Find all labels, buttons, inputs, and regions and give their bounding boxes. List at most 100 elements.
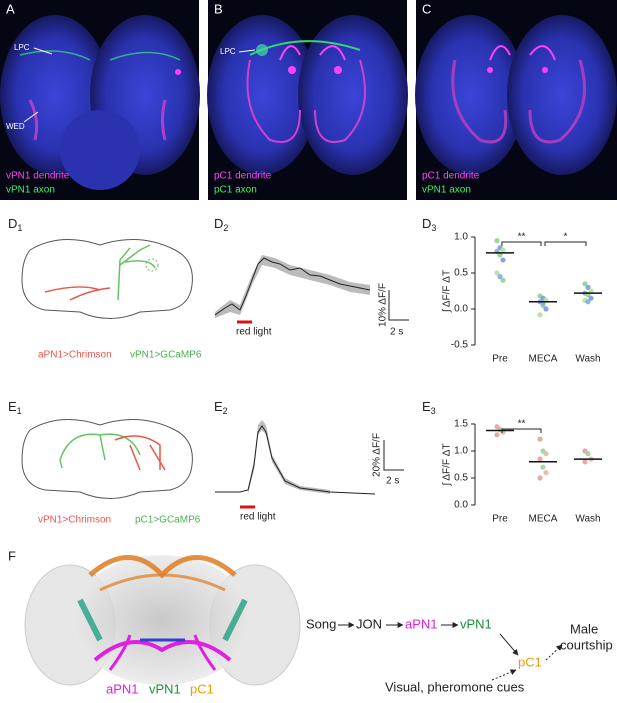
data-point xyxy=(537,312,543,318)
data-point xyxy=(494,238,500,244)
y-axis-label: ∫ ΔF/F ΔT xyxy=(442,270,453,313)
scale-bar xyxy=(383,440,404,471)
trace xyxy=(215,425,376,495)
data-point xyxy=(497,274,503,280)
y-tick-label: 0.5 xyxy=(454,473,468,484)
panel-sub: 3 xyxy=(431,406,436,416)
panel-label: E1 xyxy=(8,399,22,416)
legend-item: vPN1 dendrite xyxy=(6,171,70,182)
data-point xyxy=(537,475,543,481)
x-tick-label: MECA xyxy=(529,354,558,365)
data-point xyxy=(500,257,506,263)
flow-node: JON xyxy=(356,616,382,631)
y-tick-label: 1.5 xyxy=(454,419,468,430)
panel-label: E2 xyxy=(214,399,228,416)
significance-bracket xyxy=(544,241,587,246)
x-tick-label: Pre xyxy=(492,514,508,525)
panel-label: B xyxy=(214,1,223,16)
panel-letter: D xyxy=(422,216,431,231)
data-point xyxy=(588,295,594,301)
y-tick-label: -0.5 xyxy=(451,340,469,351)
y-tick-label: 0.5 xyxy=(454,268,468,279)
legend-item: pC1 axon xyxy=(214,185,257,196)
data-point xyxy=(543,451,549,457)
stimulus-label: red light xyxy=(236,327,272,338)
roi xyxy=(145,258,159,272)
panel-c-image xyxy=(415,0,617,200)
y-tick-label: 1.0 xyxy=(454,446,468,457)
y-tick-label: 1.0 xyxy=(454,232,468,243)
legend-item: pC1 dendrite xyxy=(214,171,272,182)
x-tick-label: Wash xyxy=(575,514,600,525)
scale-bar xyxy=(388,290,409,321)
legend-item: vPN1 xyxy=(149,681,181,696)
genotype: pC1>GCaMP6 xyxy=(135,515,201,526)
data-point xyxy=(537,436,543,442)
data-point xyxy=(543,306,549,312)
genotype: vPN1>Chrimson xyxy=(38,515,111,526)
genotype: vPN1>GCaMP6 xyxy=(130,350,202,361)
annotation: WED xyxy=(6,122,25,131)
significance-label: * xyxy=(564,232,568,243)
significance-label: ** xyxy=(518,419,526,430)
significance-label: ** xyxy=(518,232,526,243)
flow-node: Visual, pheromone cues xyxy=(385,679,525,694)
legend-item: aPN1 xyxy=(106,681,139,696)
flow-node: Male xyxy=(570,621,598,636)
panel-sub: 3 xyxy=(431,223,436,233)
x-tick-label: MECA xyxy=(529,514,558,525)
trace-band xyxy=(248,420,330,494)
data-point xyxy=(588,288,594,294)
trace xyxy=(214,257,371,316)
flow-node: vPN1 xyxy=(460,616,492,631)
y-tick-label: 0.0 xyxy=(454,500,468,511)
legend-item: vPN1 axon xyxy=(6,185,55,196)
legend-item: pC1 xyxy=(190,681,214,696)
data-point xyxy=(494,432,500,438)
brain-outline xyxy=(21,239,193,319)
annotation: LPC xyxy=(14,43,30,52)
brain-render xyxy=(24,555,301,686)
flow-node: Song xyxy=(306,616,336,631)
y-axis-label: ∫ ΔF/F ΔT xyxy=(442,443,453,486)
data-point xyxy=(494,270,500,276)
panel-label: D3 xyxy=(422,216,436,233)
scale-y: 10% ΔF/F xyxy=(378,283,389,327)
legend-item: vPN1 axon xyxy=(422,185,471,196)
scale-y: 20% ΔF/F xyxy=(372,433,383,477)
panel-label: E3 xyxy=(422,399,436,416)
significance-bracket xyxy=(501,428,542,433)
panel-label: D1 xyxy=(8,216,22,233)
significance-bracket xyxy=(501,241,542,246)
data-point xyxy=(540,464,546,470)
panel-label: C xyxy=(422,1,431,16)
y-tick-label: 0.0 xyxy=(454,304,468,315)
data-point xyxy=(585,451,591,457)
data-point xyxy=(537,456,543,462)
data-point xyxy=(585,299,591,305)
panel-label: A xyxy=(6,1,15,16)
scale-x: 2 s xyxy=(390,327,403,338)
data-point xyxy=(497,252,503,258)
genotype: aPN1>Chrimson xyxy=(38,350,112,361)
flow-diagram: Song JON aPN1 vPN1 pC1 Male courtship Vi… xyxy=(306,616,613,694)
flow-node: pC1 xyxy=(518,654,542,669)
x-tick-label: Wash xyxy=(575,354,600,365)
neuron-red xyxy=(44,286,111,301)
data-point xyxy=(582,281,588,287)
panel-letter: E xyxy=(422,399,431,414)
data-point xyxy=(585,284,591,290)
neuron-red xyxy=(114,435,166,471)
arrow xyxy=(33,47,53,55)
panel-label: F xyxy=(8,548,16,563)
scale-x: 2 s xyxy=(386,476,399,487)
data-point xyxy=(500,247,506,253)
data-point xyxy=(543,470,549,476)
data-point xyxy=(500,277,506,283)
legend-item: pC1 dendrite xyxy=(422,171,480,182)
panel-label: D2 xyxy=(214,216,228,233)
trace-band xyxy=(215,255,370,318)
stimulus-label: red light xyxy=(240,512,276,523)
brain-outline xyxy=(21,419,193,499)
